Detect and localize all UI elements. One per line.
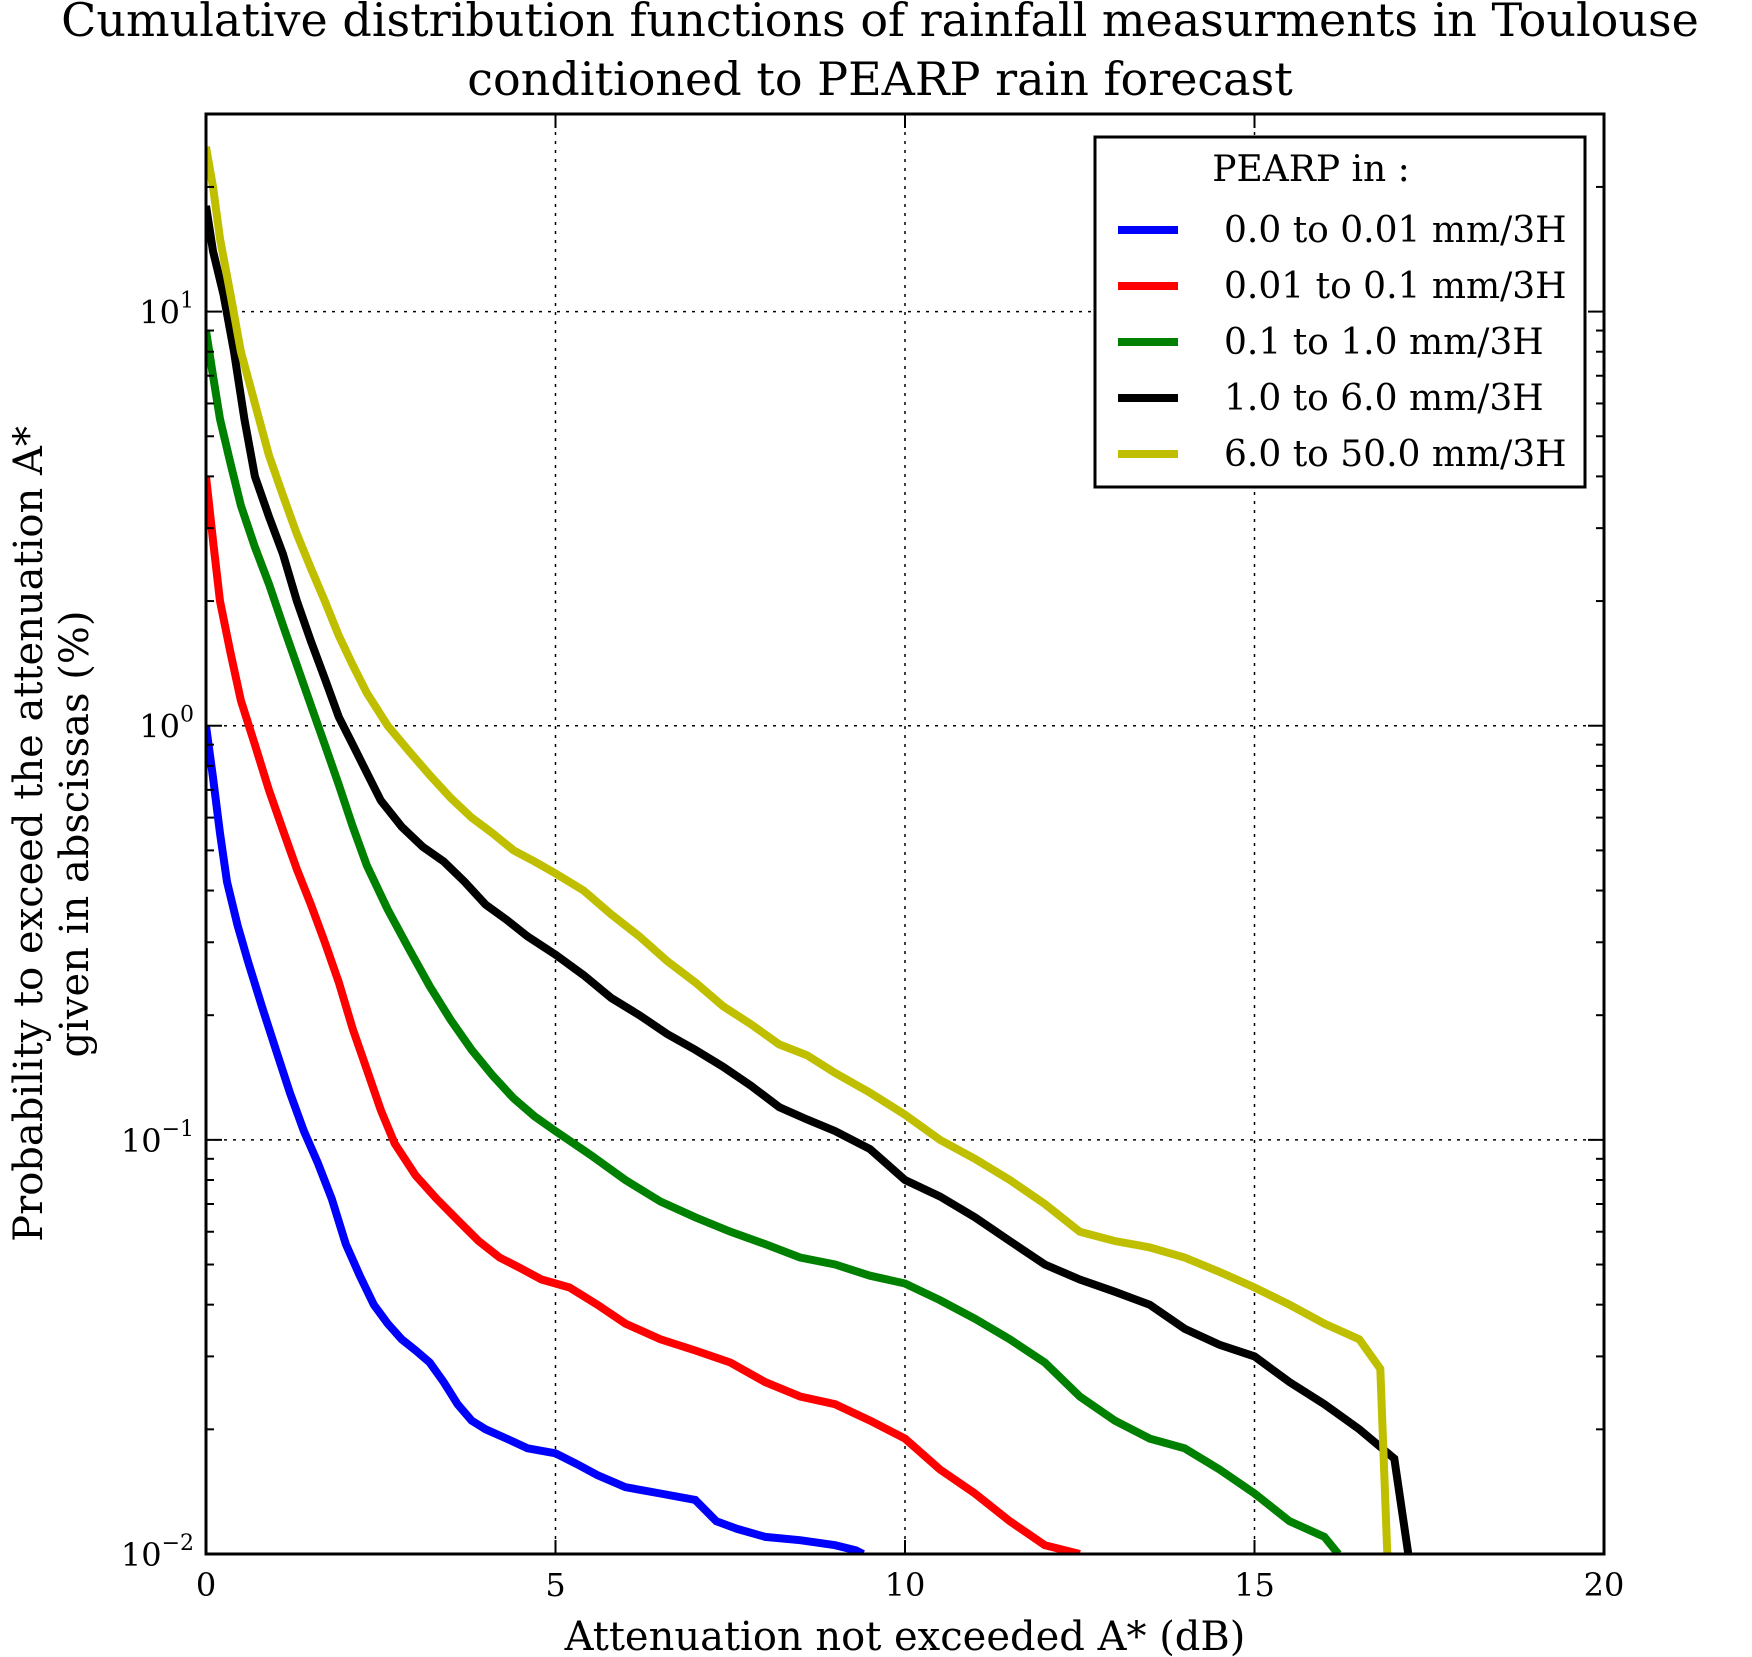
- x-tick-label: 20: [1584, 1566, 1625, 1604]
- y-axis-label-line2: given in abscissas (%): [52, 611, 98, 1058]
- plot-frame: [204, 112, 1606, 1556]
- legend-label: 0.0 to 0.01 mm/3H: [1224, 210, 1567, 251]
- chart-subtitle: conditioned to PEARP rain forecast: [467, 52, 1293, 106]
- series-line-2: [206, 475, 1081, 1554]
- y-tick-exponent: 1: [180, 289, 194, 314]
- chart-title: Cumulative distribution functions of rai…: [61, 0, 1699, 47]
- x-tick-labels: 0 5 10 15 20: [196, 1566, 1625, 1604]
- x-tick-label: 0: [196, 1566, 216, 1604]
- y-tick-base: 10: [121, 1122, 162, 1160]
- x-tick-label: 15: [1234, 1566, 1275, 1604]
- legend-entries: 0.0 to 0.01 mm/3H 0.01 to 0.1 mm/3H 0.1 to…: [1118, 210, 1567, 475]
- legend-label: 1.0 to 6.0 mm/3H: [1224, 378, 1544, 419]
- legend-title: PEARP in :: [1212, 149, 1410, 190]
- grid-lines: [206, 114, 1604, 1554]
- plot-area: [206, 146, 1413, 1554]
- legend-box: [1093, 135, 1587, 489]
- series-line-3: [206, 329, 1342, 1554]
- legend-label: 0.1 to 1.0 mm/3H: [1224, 322, 1544, 363]
- y-axis-label: Probability to exceed the attenuation A*: [6, 426, 52, 1242]
- y-tick-base: 10: [139, 294, 180, 332]
- y-tick-label: 101: [139, 289, 194, 332]
- y-tick-exponent: −2: [162, 1531, 194, 1556]
- legend-label: 6.0 to 50.0 mm/3H: [1224, 434, 1567, 475]
- legend-label: 0.01 to 0.1 mm/3H: [1224, 266, 1567, 307]
- series-line-1: [206, 725, 865, 1554]
- series-line-5: [206, 146, 1392, 1554]
- x-axis-label: Attenuation not exceeded A* (dB): [564, 1614, 1246, 1657]
- x-tick-label: 5: [545, 1566, 565, 1604]
- series-line-4: [206, 205, 1413, 1554]
- y-tick-exponent: 0: [180, 703, 194, 728]
- x-tick-label: 10: [885, 1566, 926, 1604]
- y-tick-label: 10−1: [121, 1117, 194, 1160]
- y-tick-exponent: −1: [162, 1117, 194, 1142]
- y-tick-label: 10−2: [121, 1531, 194, 1574]
- legend: PEARP in : 0.0 to 0.01 mm/3H 0.01 to 0.1 …: [1093, 135, 1587, 489]
- y-tick-base: 10: [139, 708, 180, 746]
- series-lines: [206, 146, 1413, 1554]
- y-tick-label: 100: [139, 703, 194, 746]
- y-tick-base: 10: [121, 1536, 162, 1574]
